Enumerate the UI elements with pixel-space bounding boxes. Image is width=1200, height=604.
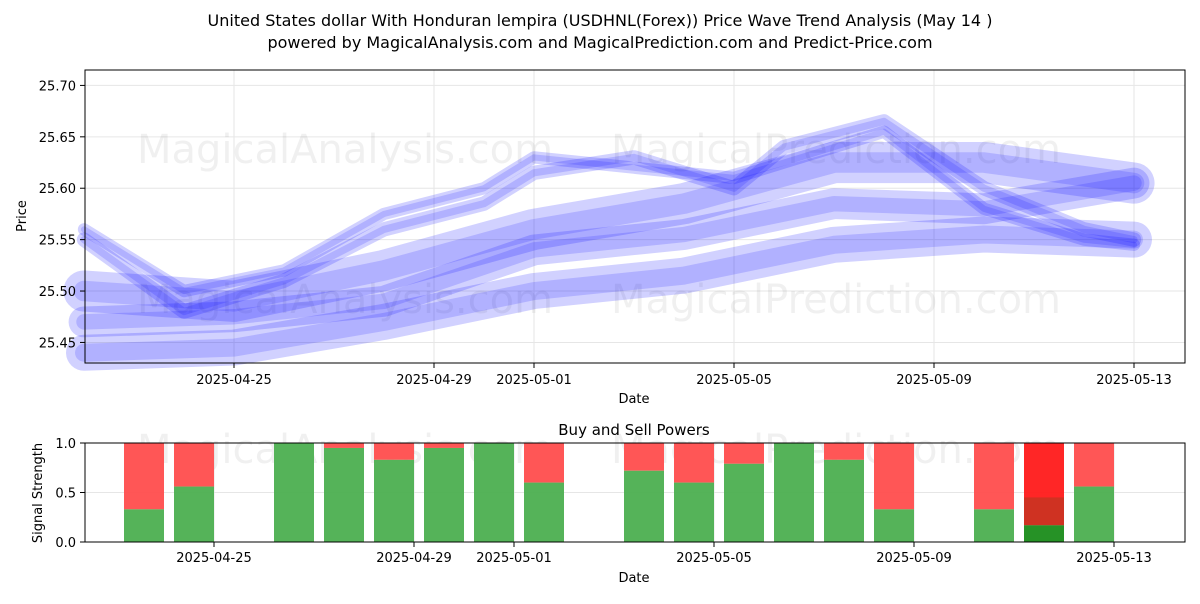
- sell-bar-4: [374, 443, 414, 460]
- signal-y-axis-label: Signal Strength: [31, 443, 46, 543]
- price-y-ticks: 25.45 25.50 25.55 25.60 25.65 25.70: [39, 79, 85, 351]
- buy-bar-0: [124, 509, 164, 542]
- price-wave-0: [68, 167, 1150, 338]
- price-xtick-label-4: 2025-05-09: [896, 373, 972, 388]
- mixed-bar-15: [1024, 497, 1064, 526]
- signal-xtick-label-3: 2025-05-05: [676, 551, 752, 566]
- price-grid: [85, 70, 1185, 363]
- watermark-prediction-mid: MagicalPrediction.com: [611, 277, 1061, 323]
- buy-bar-16: [1074, 486, 1114, 542]
- price-wave-3: [77, 125, 1141, 298]
- buy-bar-1: [174, 486, 214, 542]
- signal-bars: [124, 443, 1114, 542]
- signal-x-axis-label: Date: [618, 571, 649, 586]
- price-wave-panel: MagicalAnalysis.com MagicalPrediction.co…: [15, 69, 1186, 407]
- sell-bar-1: [174, 443, 214, 487]
- signal-xtick-label-1: 2025-04-29: [376, 551, 452, 566]
- buy-bar-4: [374, 459, 414, 542]
- buy-bar-15: [1024, 525, 1064, 542]
- buy-bar-2: [274, 443, 314, 542]
- price-ytick-label-0: 25.45: [39, 336, 76, 351]
- figure-title-line2: powered by MagicalAnalysis.com and Magic…: [267, 33, 932, 52]
- buy-bar-9: [674, 482, 714, 542]
- signal-x-ticks: 2025-04-25 2025-04-29 2025-05-01 2025-05-05…: [176, 542, 1152, 566]
- price-x-axis-label: Date: [618, 392, 649, 407]
- price-y-axis-label: Price: [15, 200, 30, 232]
- price-xtick-label-1: 2025-04-29: [396, 373, 472, 388]
- sell-bar-12: [824, 443, 864, 460]
- sell-bar-0: [124, 443, 164, 510]
- price-x-ticks: 2025-04-25 2025-04-29 2025-05-01 2025-05-05…: [196, 363, 1172, 388]
- buy-bar-13: [874, 509, 914, 542]
- price-wave-4: [76, 114, 1142, 319]
- signal-ytick-label-1: 0.5: [55, 487, 76, 502]
- signal-xtick-label-0: 2025-04-25: [176, 551, 252, 566]
- sell-bar-14: [974, 443, 1014, 510]
- buy-bar-14: [974, 509, 1014, 542]
- price-ytick-label-1: 25.50: [39, 285, 76, 300]
- price-wave-core-2: [75, 225, 1143, 362]
- price-wave-core-0: [76, 175, 1142, 330]
- sell-bar-16: [1074, 443, 1114, 487]
- signal-panel-title: Buy and Sell Powers: [558, 421, 710, 439]
- price-watermarks: MagicalAnalysis.com MagicalPrediction.co…: [137, 127, 1061, 323]
- price-ytick-label-5: 25.70: [39, 79, 76, 94]
- price-ytick-label-4: 25.65: [39, 131, 76, 146]
- price-wave-1: [63, 141, 1155, 322]
- sell-bar-9: [674, 443, 714, 483]
- buy-bar-6: [474, 443, 514, 542]
- price-wave-2: [66, 216, 1152, 371]
- price-ytick-label-3: 25.60: [39, 182, 76, 197]
- price-ytick-label-2: 25.55: [39, 234, 76, 249]
- signal-ytick-label-0: 0.0: [55, 536, 76, 551]
- price-wave-core-4: [80, 117, 1138, 316]
- price-waves: [63, 114, 1155, 371]
- buy-bar-3: [324, 447, 364, 542]
- watermark-analysis-mid: MagicalAnalysis.com: [137, 277, 553, 323]
- sell-bar-13: [874, 443, 914, 510]
- price-xtick-label-5: 2025-05-13: [1096, 373, 1172, 388]
- signal-panel: Buy and Sell Powers MagicalAnalysis.com …: [31, 421, 1186, 586]
- buy-bar-12: [824, 459, 864, 542]
- price-wave-core-1: [73, 152, 1145, 312]
- sell-bar-7: [524, 443, 564, 483]
- price-plot-frame: [84, 69, 1186, 364]
- price-xtick-label-3: 2025-05-05: [696, 373, 772, 388]
- watermark-analysis-top: MagicalAnalysis.com: [137, 127, 553, 173]
- buy-bar-11: [774, 443, 814, 542]
- price-xtick-label-2: 2025-05-01: [496, 373, 572, 388]
- sell-bar-5: [424, 443, 464, 448]
- signal-ytick-label-2: 1.0: [55, 437, 76, 452]
- sell-bar-8: [624, 443, 664, 471]
- buy-bar-7: [524, 482, 564, 542]
- buy-bar-8: [624, 470, 664, 542]
- signal-xtick-label-4: 2025-05-09: [876, 551, 952, 566]
- price-wave-core-3: [80, 128, 1138, 295]
- sell-bar-10: [724, 443, 764, 464]
- price-xtick-label-0: 2025-04-25: [196, 373, 272, 388]
- sell-bar-3: [324, 443, 364, 448]
- buy-bar-5: [424, 447, 464, 542]
- watermark-prediction-top: MagicalPrediction.com: [611, 127, 1061, 173]
- signal-xtick-label-2: 2025-05-01: [476, 551, 552, 566]
- buy-bar-10: [724, 463, 764, 542]
- signal-y-ticks: 0.0 0.5 1.0: [55, 437, 85, 551]
- signal-xtick-label-5: 2025-05-13: [1076, 551, 1152, 566]
- figure-title-line1: United States dollar With Honduran lempi…: [208, 11, 993, 30]
